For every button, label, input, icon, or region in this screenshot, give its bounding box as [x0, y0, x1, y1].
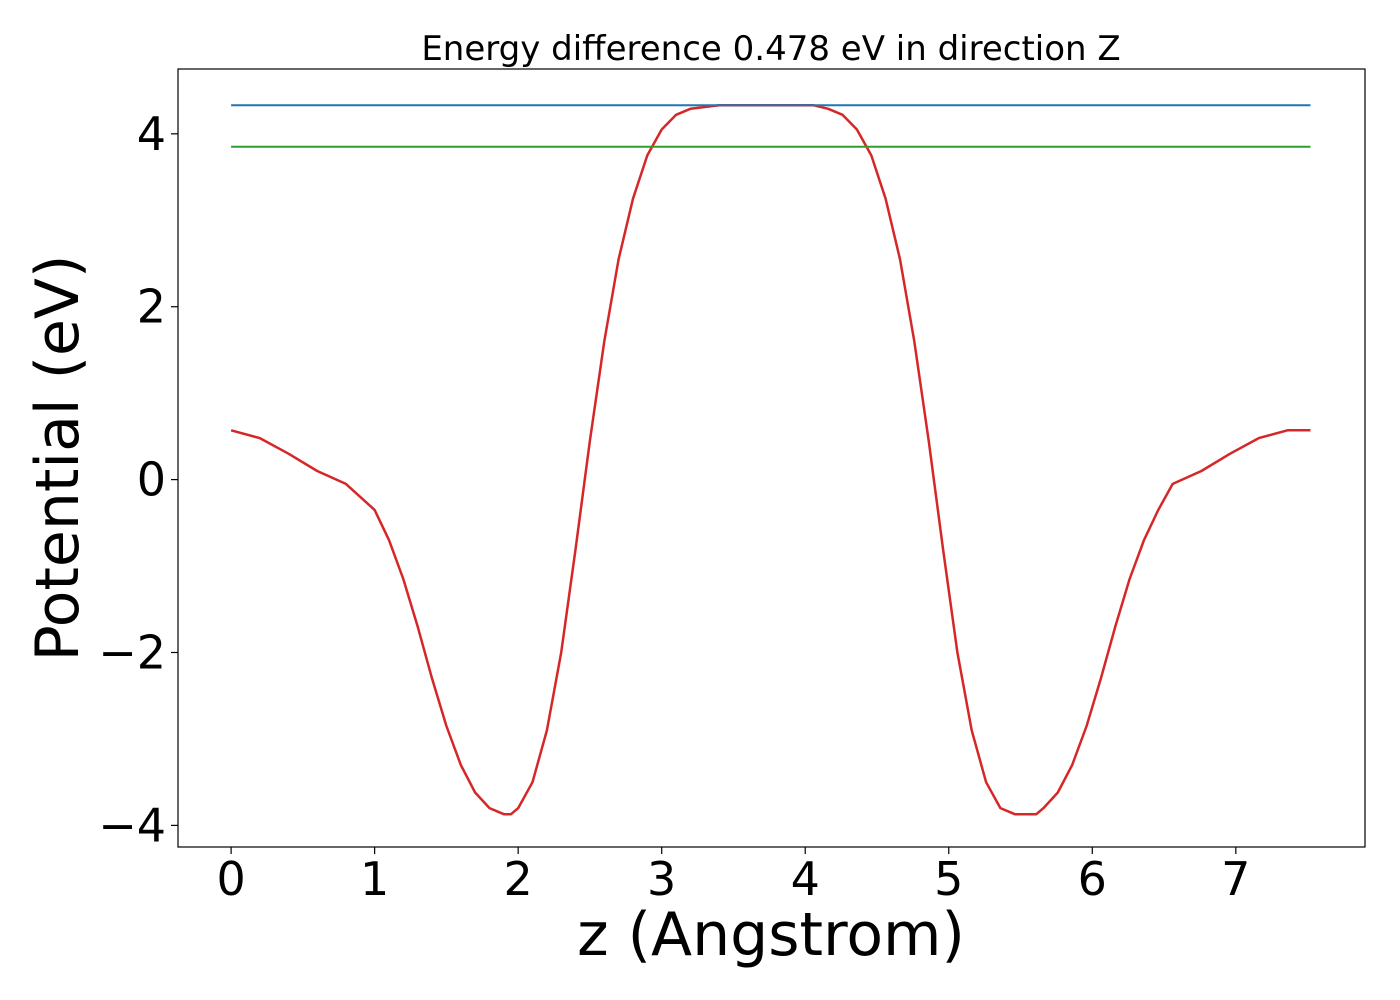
x-axis-label: z (Angstrom): [577, 900, 965, 970]
y-tick-label: −2: [98, 626, 166, 680]
y-axis-label: Potential (eV): [23, 255, 93, 662]
y-axis: −4 −2 0 2 4: [98, 107, 178, 852]
series-lines: [230, 104, 1311, 816]
potential-curve: [230, 104, 1311, 816]
x-tick-label: 2: [504, 852, 533, 906]
x-tick-label: 7: [1221, 852, 1250, 906]
y-tick-label: −4: [98, 798, 166, 852]
x-tick-label: 3: [647, 852, 676, 906]
plot-area-frame: [177, 68, 1366, 848]
x-tick-label: 6: [1078, 852, 1107, 906]
y-tick-label: 0: [137, 453, 166, 507]
x-tick-label: 0: [216, 852, 245, 906]
chart-title: Energy difference 0.478 eV in direction …: [421, 29, 1120, 69]
x-tick-label: 1: [360, 852, 389, 906]
x-tick-label: 5: [934, 852, 963, 906]
y-tick-label: 2: [137, 280, 166, 334]
x-axis: 0 1 2 3 4 5 6 7: [216, 847, 1250, 906]
x-tick-label: 4: [791, 852, 820, 906]
y-tick-label: 4: [137, 107, 166, 161]
